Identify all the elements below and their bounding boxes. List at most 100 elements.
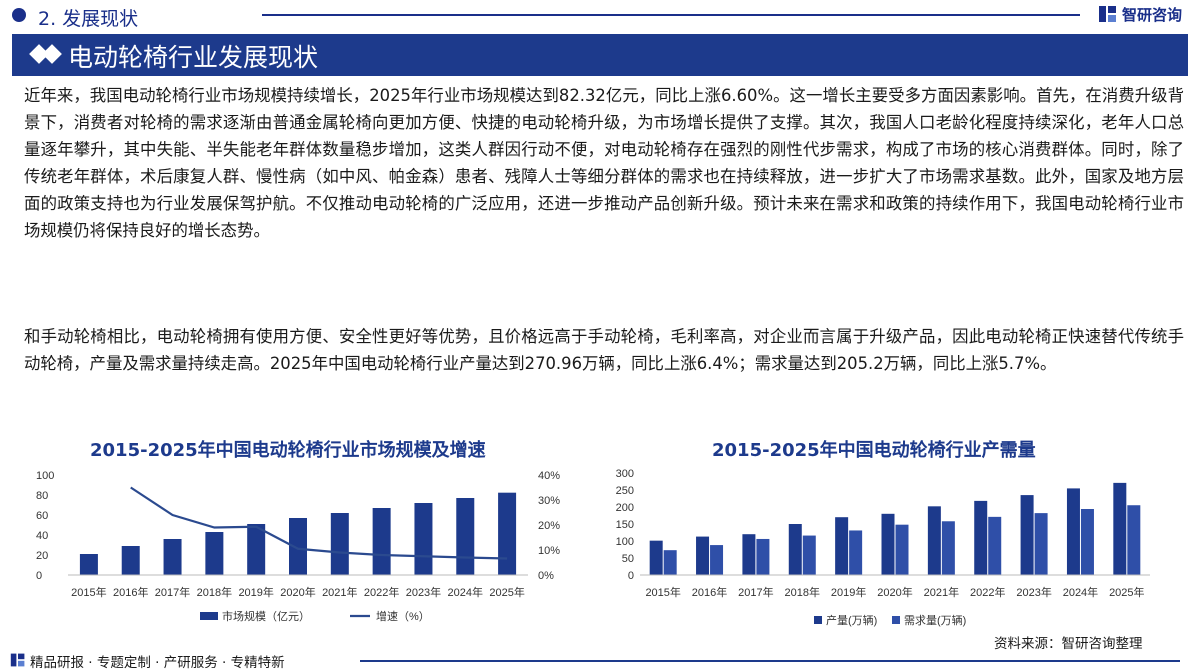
x-tick-label: 2022年 xyxy=(970,585,1005,599)
production-bar xyxy=(881,513,895,575)
x-tick-label: 2025年 xyxy=(489,585,524,599)
legend-swatch-bar xyxy=(200,612,218,620)
x-tick-label: 2018年 xyxy=(197,585,232,599)
y2-tick-label: 0% xyxy=(538,570,554,582)
demand-bar xyxy=(849,530,863,575)
production-demand-chart: 0 50 100 150 200 250 300 2015年 2016年 2017年 2018年 20… xyxy=(616,468,1150,627)
production-bar xyxy=(1066,488,1080,575)
market-size-bar xyxy=(456,498,475,575)
x-tick-label: 2016年 xyxy=(113,585,148,599)
chart1-title: 2015-2025年中国电动轮椅行业市场规模及增速 xyxy=(90,440,486,461)
page-title: 电动轮椅行业发展现状 xyxy=(68,43,319,72)
demand-bar xyxy=(663,550,677,575)
market-size-bar xyxy=(289,518,307,575)
chart2-title: 2015-2025年中国电动轮椅行业产需量 xyxy=(712,440,1036,461)
x-tick-label: 2019年 xyxy=(831,585,866,599)
x-tick-label: 2025年 xyxy=(1109,585,1144,599)
production-bar xyxy=(835,517,849,575)
production-bar xyxy=(927,506,941,575)
demand-bar xyxy=(756,538,770,575)
y-tick-label: 0 xyxy=(36,570,42,582)
x-tick-label: 2022年 xyxy=(364,585,399,599)
legend-label: 产量(万辆) xyxy=(826,613,877,627)
y-tick-label: 100 xyxy=(616,536,634,548)
market-size-bar xyxy=(121,546,140,575)
body-paragraph-2: 和手动轮椅相比，电动轮椅拥有使用方便、安全性更好等优势，且价格远高于手动轮椅，毛… xyxy=(24,327,1184,373)
market-size-bar xyxy=(205,532,224,575)
y2-tick-label: 40% xyxy=(538,470,560,482)
x-tick-label: 2023年 xyxy=(406,585,441,599)
y-tick-label: 250 xyxy=(616,485,634,497)
x-tick-label: 2015年 xyxy=(71,585,106,599)
brand-logo-icon xyxy=(1099,6,1116,22)
y-tick-label: 100 xyxy=(36,470,54,482)
market-size-bar xyxy=(372,508,391,575)
production-bar xyxy=(696,536,710,575)
legend-swatch-production xyxy=(814,616,822,624)
x-tick-label: 2024年 xyxy=(448,585,483,599)
top-header: 2. 发展现状 智研咨询 xyxy=(0,0,1200,34)
x-tick-label: 2020年 xyxy=(877,585,912,599)
x-tick-label: 2018年 xyxy=(785,585,820,599)
x-tick-label: 2019年 xyxy=(238,585,273,599)
section-title: 2. 发展现状 xyxy=(38,8,139,30)
y2-tick-label: 30% xyxy=(538,495,560,507)
y-tick-label: 200 xyxy=(616,502,634,514)
x-tick-label: 2024年 xyxy=(1063,585,1098,599)
production-bar xyxy=(974,500,988,575)
body-paragraph-1: 近年来，我国电动轮椅行业市场规模持续增长，2025年行业市场规模达到82.32亿… xyxy=(24,86,1184,240)
footer-divider xyxy=(360,660,1180,662)
market-size-chart: 0 20 40 60 80 100 0% 10% 20% 30% 40% 2015年 2016年 2017… xyxy=(36,470,560,623)
market-size-bar xyxy=(330,513,349,575)
legend-label: 需求量(万辆) xyxy=(904,613,966,627)
x-tick-label: 2021年 xyxy=(924,585,959,599)
market-size-bar xyxy=(79,554,98,575)
demand-bar xyxy=(1080,509,1094,575)
market-size-bar xyxy=(498,492,517,575)
demand-bar xyxy=(941,521,955,575)
production-bar xyxy=(1020,495,1034,575)
y-tick-label: 80 xyxy=(36,490,48,502)
market-size-bar xyxy=(163,539,182,575)
market-size-bar xyxy=(414,503,433,575)
footer-tagline: 精品研报 · 专题定制 · 产研服务 · 专精特新 xyxy=(30,655,285,671)
legend-label: 增速（%） xyxy=(376,609,430,623)
y-tick-label: 40 xyxy=(36,530,48,542)
production-bar xyxy=(1113,482,1127,575)
x-tick-label: 2017年 xyxy=(155,585,190,599)
y2-tick-label: 20% xyxy=(538,520,560,532)
y-tick-label: 0 xyxy=(628,570,634,582)
y2-tick-label: 10% xyxy=(538,545,560,557)
legend-label: 市场规模（亿元） xyxy=(222,609,310,623)
x-tick-label: 2021年 xyxy=(322,585,357,599)
demand-bar xyxy=(802,535,816,575)
market-size-bar xyxy=(247,524,266,575)
title-banner: 电动轮椅行业发展现状 xyxy=(12,34,1188,76)
production-bar xyxy=(742,534,756,575)
legend-swatch-demand xyxy=(892,616,900,624)
brand-logo-icon xyxy=(10,653,25,667)
x-tick-label: 2016年 xyxy=(692,585,727,599)
source-note: 资料来源：智研咨询整理 xyxy=(994,636,1143,652)
brand-name: 智研咨询 xyxy=(1122,6,1183,24)
demand-bar xyxy=(1127,505,1141,575)
x-tick-label: 2020年 xyxy=(280,585,315,599)
section-bullet-icon xyxy=(12,8,26,22)
y-tick-label: 150 xyxy=(616,519,634,531)
growth-rate-line xyxy=(130,486,508,560)
footer-bar: 精品研报 · 专题定制 · 产研服务 · 专精特新 xyxy=(0,650,1200,672)
y-tick-label: 20 xyxy=(36,550,48,562)
x-tick-label: 2017年 xyxy=(738,585,773,599)
demand-bar xyxy=(1034,513,1048,575)
x-tick-label: 2023年 xyxy=(1016,585,1051,599)
y-tick-label: 50 xyxy=(622,553,634,565)
diamond-icon xyxy=(42,44,62,64)
production-bar xyxy=(649,540,663,575)
demand-bar xyxy=(988,516,1002,575)
demand-bar xyxy=(710,545,724,575)
header-divider xyxy=(262,14,1080,16)
y-tick-label: 300 xyxy=(616,468,634,480)
demand-bar xyxy=(895,524,909,575)
x-tick-label: 2015年 xyxy=(645,585,680,599)
production-bar xyxy=(788,524,802,575)
